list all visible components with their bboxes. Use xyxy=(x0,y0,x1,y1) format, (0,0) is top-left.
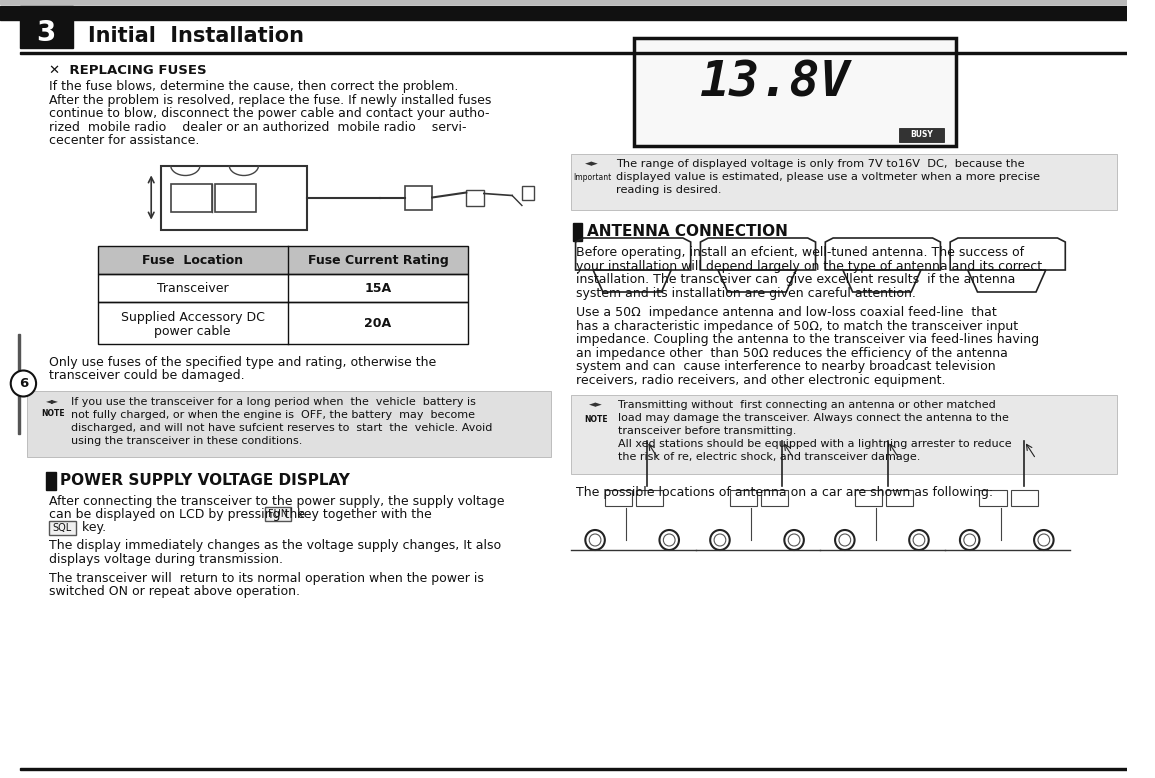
Text: If the fuse blows, determine the cause, then correct the problem.: If the fuse blows, determine the cause, … xyxy=(49,80,459,93)
Text: Initial  Installation: Initial Installation xyxy=(88,26,304,46)
Circle shape xyxy=(10,370,36,397)
Text: not fully charged, or when the engine is  OFF, the battery  may  become: not fully charged, or when the engine is… xyxy=(72,409,475,419)
Bar xyxy=(730,490,757,506)
Bar xyxy=(97,246,468,274)
Text: FUN: FUN xyxy=(268,509,288,519)
Bar xyxy=(161,166,307,230)
Text: transceiver before transmitting.: transceiver before transmitting. xyxy=(618,426,796,436)
Text: discharged, and will not have sufcient reserves to  start  the  vehicle. Avoid: discharged, and will not have sufcient r… xyxy=(72,422,492,433)
Bar xyxy=(215,184,255,212)
Text: The possible locations of antenna on a car are shown as following:: The possible locations of antenna on a c… xyxy=(575,486,992,499)
Text: using the transceiver in these conditions.: using the transceiver in these condition… xyxy=(72,436,303,446)
Text: impedance. Coupling the antenna to the transceiver via feed-lines having: impedance. Coupling the antenna to the t… xyxy=(575,333,1038,346)
Text: continue to blow, disconnect the power cable and contact your autho-: continue to blow, disconnect the power c… xyxy=(49,107,490,120)
Bar xyxy=(522,185,534,199)
Bar xyxy=(886,490,914,506)
Bar xyxy=(46,471,55,489)
Bar xyxy=(900,128,945,142)
Text: Only use fuses of the specified type and rating, otherwise the: Only use fuses of the specified type and… xyxy=(49,356,437,369)
Text: can be displayed on LCD by pressing the: can be displayed on LCD by pressing the xyxy=(49,508,308,521)
Text: key.: key. xyxy=(79,521,106,534)
Text: power cable: power cable xyxy=(155,324,231,338)
Text: displays voltage during transmission.: displays voltage during transmission. xyxy=(49,552,283,566)
Text: installation. The transceiver can  give excellent results  if the antenna: installation. The transceiver can give e… xyxy=(575,273,1015,286)
Bar xyxy=(49,520,76,534)
Text: load may damage the transceiver. Always connect the antenna to the: load may damage the transceiver. Always … xyxy=(618,413,1008,423)
Bar xyxy=(571,154,1117,210)
Bar xyxy=(97,274,468,302)
Text: The range of displayed voltage is only from 7V to16V  DC,  because the: The range of displayed voltage is only f… xyxy=(616,159,1024,169)
Text: ✕  REPLACING FUSES: ✕ REPLACING FUSES xyxy=(49,64,207,77)
Text: rized  mobile radio    dealer or an authorized  mobile radio    servi-: rized mobile radio dealer or an authoriz… xyxy=(49,121,467,134)
Text: has a characteristic impedance of 50Ω, to match the transceiver input: has a characteristic impedance of 50Ω, t… xyxy=(575,320,1018,332)
Text: The display immediately changes as the voltage supply changes, It also: The display immediately changes as the v… xyxy=(49,539,501,552)
Text: ◄►: ◄► xyxy=(586,159,599,168)
Bar xyxy=(171,184,211,212)
Text: All xed stations should be equipped with a lightning arrester to reduce: All xed stations should be equipped with… xyxy=(618,439,1011,449)
Bar xyxy=(28,391,551,457)
Bar xyxy=(636,490,663,506)
Text: transceiver could be damaged.: transceiver could be damaged. xyxy=(49,369,245,382)
Text: If you use the transceiver for a long period when  the  vehicle  battery is: If you use the transceiver for a long pe… xyxy=(72,397,476,406)
Bar xyxy=(405,185,432,209)
Text: After the problem is resolved, replace the fuse. If newly installed fuses: After the problem is resolved, replace t… xyxy=(49,93,491,107)
Text: Fuse  Location: Fuse Location xyxy=(142,254,244,267)
Text: displayed value is estimated, please use a voltmeter when a more precise: displayed value is estimated, please use… xyxy=(616,172,1040,182)
Text: NOTE: NOTE xyxy=(40,408,65,418)
Text: switched ON or repeat above operation.: switched ON or repeat above operation. xyxy=(49,586,300,598)
Text: Transmitting without  first connecting an antenna or other matched: Transmitting without first connecting an… xyxy=(618,400,996,410)
Bar xyxy=(20,6,73,48)
Text: your installation will depend largely on the type of antenna and its correct: your installation will depend largely on… xyxy=(575,260,1042,272)
Bar xyxy=(467,190,484,205)
Text: NOTE: NOTE xyxy=(584,415,608,424)
Text: 3: 3 xyxy=(37,19,57,47)
Bar xyxy=(0,0,1127,4)
Text: 6: 6 xyxy=(18,377,28,390)
Text: Use a 50Ω  impedance antenna and low-loss coaxial feed-line  that: Use a 50Ω impedance antenna and low-loss… xyxy=(575,306,997,319)
Text: system and can  cause interference to nearby broadcast television: system and can cause interference to nea… xyxy=(575,360,996,373)
Bar xyxy=(634,38,956,146)
Bar xyxy=(0,6,1127,20)
Bar xyxy=(761,490,788,506)
Bar xyxy=(979,490,1007,506)
Text: 15A: 15A xyxy=(365,282,392,295)
Text: POWER SUPPLY VOLTAGE DISPLAY: POWER SUPPLY VOLTAGE DISPLAY xyxy=(60,472,350,488)
Text: Fuse Current Rating: Fuse Current Rating xyxy=(307,254,448,267)
Text: 13.8V: 13.8V xyxy=(700,58,851,106)
Text: Before operating, install an efcient, well-tuned antenna. The success of: Before operating, install an efcient, we… xyxy=(575,246,1023,259)
Bar xyxy=(573,223,582,241)
Text: BUSY: BUSY xyxy=(910,130,933,139)
Bar xyxy=(571,395,1117,474)
Text: Transceiver: Transceiver xyxy=(157,282,229,295)
Text: SQL: SQL xyxy=(53,523,72,532)
Text: receivers, radio receivers, and other electronic equipment.: receivers, radio receivers, and other el… xyxy=(575,373,945,387)
Text: reading is desired.: reading is desired. xyxy=(616,185,721,195)
Bar xyxy=(17,334,20,433)
Text: ANTENNA CONNECTION: ANTENNA CONNECTION xyxy=(587,224,788,239)
Text: After connecting the transceiver to the power supply, the supply voltage: After connecting the transceiver to the … xyxy=(49,495,505,507)
Bar xyxy=(20,768,1127,769)
Text: Supplied Accessory DC: Supplied Accessory DC xyxy=(121,311,264,324)
Text: 20A: 20A xyxy=(365,317,392,330)
Bar xyxy=(605,490,632,506)
Text: the risk of re, electric shock, and transceiver damage.: the risk of re, electric shock, and tran… xyxy=(618,452,919,462)
Text: ◄►: ◄► xyxy=(589,400,603,409)
Bar xyxy=(20,52,1127,54)
Bar xyxy=(1011,490,1038,506)
Text: ◄►: ◄► xyxy=(46,397,59,405)
Bar xyxy=(266,507,291,521)
Text: system and its installation are given careful attention.: system and its installation are given ca… xyxy=(575,286,916,300)
Bar xyxy=(97,302,468,344)
Text: an impedance other  than 50Ω reduces the efficiency of the antenna: an impedance other than 50Ω reduces the … xyxy=(575,346,1007,359)
Text: key together with the: key together with the xyxy=(292,508,432,521)
Text: cecenter for assistance.: cecenter for assistance. xyxy=(49,134,199,147)
Bar xyxy=(855,490,882,506)
Text: The transceiver will  return to its normal operation when the power is: The transceiver will return to its norma… xyxy=(49,572,484,585)
Text: Important: Important xyxy=(573,173,611,182)
